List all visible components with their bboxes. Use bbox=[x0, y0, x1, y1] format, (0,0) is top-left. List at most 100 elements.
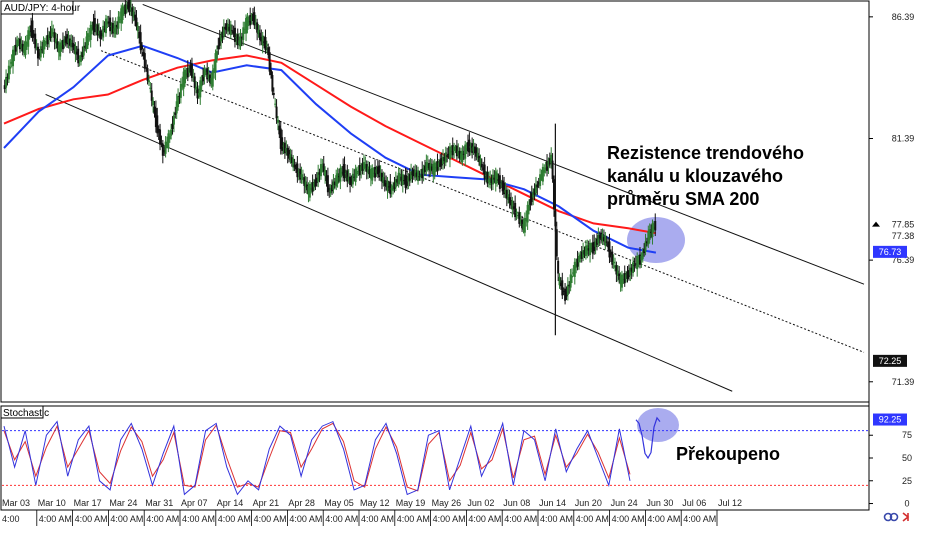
candle-body bbox=[529, 199, 532, 205]
candle-body bbox=[286, 147, 289, 156]
candle-body bbox=[489, 178, 492, 185]
candle-body bbox=[458, 150, 461, 159]
candle-body bbox=[645, 241, 648, 243]
time-label: 4:00 AM bbox=[254, 514, 287, 524]
candle-body bbox=[442, 156, 445, 165]
candle-body bbox=[557, 260, 560, 274]
candle-body bbox=[6, 76, 9, 78]
candle-body bbox=[548, 158, 551, 165]
candle-body bbox=[178, 95, 181, 97]
candle-body bbox=[258, 32, 261, 40]
candle-body bbox=[152, 100, 155, 106]
candle-body bbox=[157, 128, 160, 133]
date-label: Jun 14 bbox=[539, 498, 566, 508]
candle-body bbox=[426, 163, 429, 168]
candle-body bbox=[204, 71, 207, 73]
candle-body bbox=[579, 254, 582, 259]
candle-body bbox=[397, 172, 400, 184]
candle-body bbox=[163, 149, 166, 153]
candle-body bbox=[454, 148, 457, 150]
candle-body bbox=[497, 179, 500, 182]
candle-body bbox=[439, 159, 442, 167]
candle-body bbox=[220, 35, 223, 42]
candle-body bbox=[436, 161, 439, 172]
candle-body bbox=[412, 169, 415, 177]
candle-body bbox=[577, 255, 580, 263]
date-label: May 19 bbox=[396, 498, 426, 508]
candle-body bbox=[210, 77, 213, 85]
candle-body bbox=[86, 33, 89, 46]
candle-body bbox=[386, 180, 389, 192]
link-icon[interactable] bbox=[883, 512, 899, 522]
candle-body bbox=[48, 34, 51, 40]
candle-body bbox=[651, 223, 654, 238]
arrow-right-icon[interactable] bbox=[902, 512, 910, 522]
candle-body bbox=[654, 220, 657, 231]
candle-body bbox=[189, 65, 192, 73]
candle-body bbox=[440, 158, 443, 166]
candle-body bbox=[504, 189, 507, 193]
candle-body bbox=[179, 83, 182, 98]
candle-body bbox=[601, 234, 604, 242]
candle-body bbox=[49, 31, 52, 39]
candle-body bbox=[174, 112, 177, 115]
candle-body bbox=[81, 52, 84, 57]
candle-body bbox=[73, 44, 76, 51]
candle-body bbox=[168, 135, 171, 140]
candle-body bbox=[425, 162, 428, 171]
annotation-line-1: Rezistence trendového bbox=[607, 143, 804, 163]
candle-body bbox=[159, 129, 162, 145]
candle-body bbox=[9, 66, 12, 69]
candle-body bbox=[99, 30, 102, 39]
date-label: May 05 bbox=[324, 498, 354, 508]
candle-body bbox=[550, 154, 553, 164]
candle-body bbox=[344, 173, 347, 175]
candle-body bbox=[175, 101, 178, 114]
candle-body bbox=[396, 179, 399, 183]
candle-body bbox=[239, 36, 242, 47]
candle-body bbox=[232, 31, 235, 34]
candle-body bbox=[604, 235, 607, 246]
candle-body bbox=[66, 34, 69, 45]
candle-body bbox=[271, 74, 274, 92]
candle-body bbox=[254, 22, 257, 24]
candle-body bbox=[195, 86, 198, 90]
candle-body bbox=[217, 45, 220, 50]
candle-body bbox=[419, 174, 422, 178]
candle-body bbox=[335, 175, 338, 187]
candle-body bbox=[243, 29, 246, 31]
candle-body bbox=[282, 145, 285, 147]
candle-body bbox=[365, 164, 368, 172]
candle-body bbox=[476, 152, 479, 159]
candle-body bbox=[124, 4, 127, 15]
candle-body bbox=[353, 176, 356, 178]
candle-body bbox=[268, 52, 271, 72]
candle-body bbox=[382, 177, 385, 184]
candle-body bbox=[231, 30, 234, 32]
candle-body bbox=[120, 8, 123, 24]
stochastic-series bbox=[2, 416, 868, 496]
candle-body bbox=[583, 250, 586, 255]
candle-body bbox=[38, 52, 41, 57]
candle-body bbox=[618, 273, 621, 280]
candle-body bbox=[336, 173, 339, 184]
candle-body bbox=[5, 76, 8, 88]
candle-body bbox=[547, 161, 550, 167]
candle-body bbox=[3, 85, 6, 90]
candle-body bbox=[14, 44, 17, 52]
candle-body bbox=[552, 179, 555, 210]
candle-body bbox=[400, 176, 403, 181]
candle-body bbox=[652, 226, 655, 229]
price-tag-label: 77.85 bbox=[892, 220, 915, 230]
candle-body bbox=[117, 16, 120, 29]
price-tag-box bbox=[873, 245, 907, 258]
candle-body bbox=[637, 260, 640, 262]
candle-body bbox=[118, 19, 121, 21]
candle-body bbox=[362, 162, 365, 170]
candle-body bbox=[590, 248, 593, 250]
candle-body bbox=[394, 179, 397, 188]
candle-body bbox=[188, 68, 191, 74]
candle-body bbox=[30, 25, 33, 33]
candle-body bbox=[92, 21, 95, 30]
stoch-tag-box bbox=[873, 413, 907, 426]
